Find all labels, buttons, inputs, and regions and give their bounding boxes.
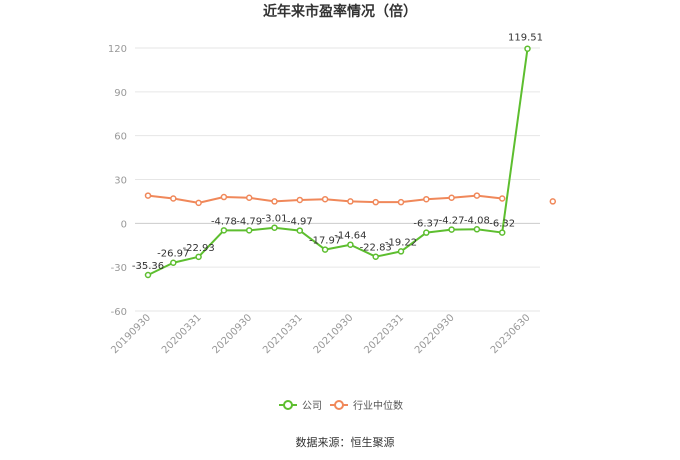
company-point bbox=[372, 253, 379, 260]
company-line bbox=[147, 48, 529, 276]
x-tick-label: 20200331 bbox=[160, 312, 204, 356]
company-point bbox=[170, 259, 177, 266]
company-data-label: -19.22 bbox=[385, 237, 417, 248]
industry-median-point bbox=[271, 198, 278, 205]
industry-median-point bbox=[347, 198, 354, 205]
company-data-label: 119.51 bbox=[508, 33, 543, 44]
legend-label: 公司 bbox=[302, 401, 322, 412]
y-tick-label: -60 bbox=[111, 307, 127, 318]
company-point bbox=[220, 227, 228, 234]
y-tick-label: 120 bbox=[108, 44, 127, 55]
company-point bbox=[498, 229, 506, 236]
legend-label: 行业中位数 bbox=[353, 399, 403, 412]
company-data-label: -3.01 bbox=[262, 214, 288, 225]
company-point bbox=[473, 226, 481, 233]
x-tick-label: 20210930 bbox=[312, 312, 356, 356]
company-point bbox=[524, 45, 531, 52]
x-tick-label: 20200930 bbox=[211, 312, 255, 356]
y-tick-label: 60 bbox=[114, 132, 127, 143]
company-point bbox=[271, 224, 278, 231]
y-tick-label: 0 bbox=[121, 219, 127, 230]
industry-median-point bbox=[296, 196, 304, 204]
company-point bbox=[144, 271, 152, 279]
company-data-label: -4.08 bbox=[464, 215, 490, 226]
industry-median-point bbox=[498, 195, 506, 202]
company-data-label: -6.32 bbox=[489, 219, 515, 230]
x-tick-label: 20190930 bbox=[109, 312, 153, 356]
industry-median-point bbox=[220, 193, 228, 201]
company-point bbox=[296, 227, 304, 234]
company-data-label: -4.78 bbox=[211, 216, 237, 227]
industry-median-point bbox=[321, 195, 329, 203]
company-point bbox=[423, 229, 430, 236]
company-data-label: -17.97 bbox=[309, 236, 341, 247]
company-point bbox=[448, 226, 455, 233]
company-data-label: -4.97 bbox=[287, 217, 313, 228]
industry-median-point bbox=[144, 192, 152, 199]
x-tick-label: 20220930 bbox=[413, 312, 457, 356]
company-data-label: -4.79 bbox=[236, 216, 262, 227]
y-axis: 120 90 60 30 0 -30 -60 bbox=[108, 44, 127, 318]
y-tick-label: 90 bbox=[114, 88, 127, 99]
industry-median-point bbox=[448, 194, 455, 202]
industry-median-point bbox=[195, 199, 202, 207]
company-point bbox=[195, 253, 202, 261]
x-tick-label: 20210331 bbox=[261, 312, 305, 356]
company-data-label: -22.83 bbox=[360, 243, 392, 254]
legend-item-company[interactable]: 公司 bbox=[279, 400, 322, 412]
company-data-label: -26.97 bbox=[157, 249, 189, 260]
company-data-label: -22.93 bbox=[182, 243, 214, 254]
x-tick-label: 20230630 bbox=[489, 312, 533, 356]
gridlines bbox=[135, 47, 540, 312]
industry-median-point bbox=[170, 195, 177, 202]
legend[interactable]: 公司 行业中位数 bbox=[279, 399, 403, 412]
industry-median-point bbox=[245, 194, 253, 202]
company-point bbox=[347, 241, 354, 248]
industry-median-point bbox=[549, 198, 557, 205]
y-tick-label: -30 bbox=[111, 263, 127, 274]
legend-swatch-marker bbox=[334, 400, 344, 410]
company-data-label: -6.37 bbox=[413, 219, 439, 230]
company-data-label: -35.36 bbox=[132, 261, 164, 272]
legend-item-industry-median[interactable]: 行业中位数 bbox=[330, 399, 403, 412]
company-point bbox=[321, 246, 329, 253]
legend-swatch-marker bbox=[283, 400, 293, 410]
y-tick-label: 30 bbox=[114, 176, 127, 187]
x-tick-label: 20220331 bbox=[362, 312, 406, 356]
industry-median-point bbox=[372, 198, 379, 206]
company-data-label: -14.64 bbox=[334, 231, 366, 242]
x-axis: 20190930 20200331 20200930 20210331 20210930… bbox=[109, 312, 532, 356]
chart-title: 近年来市盈率情况（倍） bbox=[263, 3, 417, 20]
company-point bbox=[397, 248, 405, 255]
series-layer: -35.36-26.97-22.93 -4.78 -4.79 -3.01 -4.97 -1… bbox=[132, 33, 557, 279]
industry-median-point bbox=[473, 192, 481, 199]
company-point bbox=[245, 227, 253, 234]
data-source: 数据来源：恒生聚源 bbox=[296, 435, 395, 449]
industry-median-point bbox=[397, 198, 405, 206]
company-data-label: -4.27 bbox=[439, 216, 465, 227]
industry-median-point bbox=[423, 195, 430, 203]
